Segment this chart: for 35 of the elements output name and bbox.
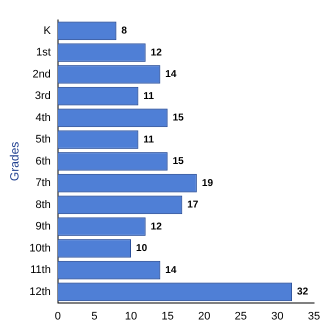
x-tick-label: 0: [54, 310, 61, 322]
data-label: 12: [150, 47, 162, 58]
data-label: 12: [150, 221, 162, 232]
y-tick-label: K: [43, 24, 52, 37]
y-tick-label: 7th: [36, 177, 51, 190]
data-label: 32: [297, 286, 309, 298]
y-tick-label: 11th: [30, 264, 51, 276]
data-label: 8: [121, 26, 128, 37]
data-label: 14: [165, 69, 177, 80]
y-axis-title: Grades: [8, 142, 22, 182]
y-tick-label: 3rd: [34, 90, 51, 102]
data-label: 11: [143, 134, 154, 146]
y-tick-label: 2nd: [32, 68, 51, 80]
x-tick-label: 35: [308, 310, 320, 322]
x-tick-label: 10: [124, 310, 138, 322]
data-label: 15: [172, 156, 184, 168]
x-tick-label: 5: [91, 310, 98, 322]
data-label: 15: [172, 112, 184, 124]
y-tick-label: 5th: [36, 134, 51, 146]
x-tick-label: 25: [234, 310, 247, 322]
data-label: 17: [187, 200, 199, 211]
y-tick-label: 4th: [36, 112, 51, 124]
y-tick-label: 1st: [36, 46, 51, 59]
y-tick-label: 8th: [36, 198, 51, 211]
x-tick-label: 20: [198, 310, 210, 322]
x-tick-label: 15: [161, 310, 174, 322]
x-tick-label: 30: [271, 310, 284, 322]
data-label: 11: [143, 90, 154, 102]
y-tick-label: 12th: [29, 286, 51, 298]
y-tick-label: 9th: [36, 220, 51, 233]
y-tick-label: 10th: [29, 242, 51, 254]
data-label: 10: [136, 243, 148, 254]
data-label: 19: [202, 178, 214, 189]
y-tick-label: 6th: [36, 155, 51, 168]
data-label: 14: [165, 264, 177, 276]
